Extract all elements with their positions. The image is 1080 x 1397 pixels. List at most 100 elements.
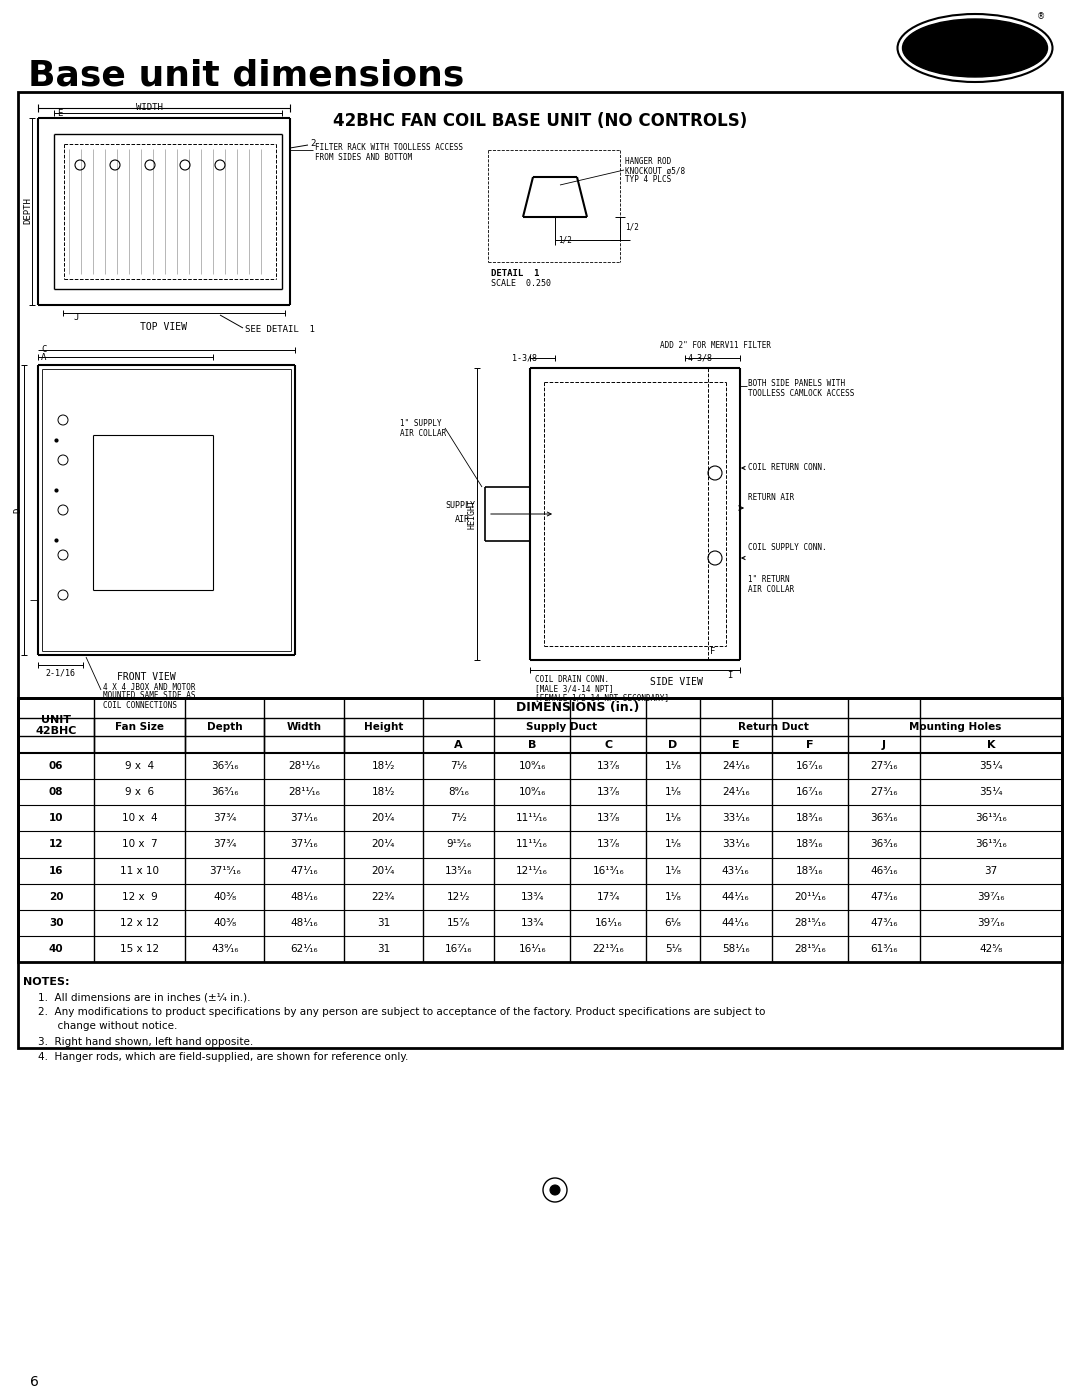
Text: 30: 30 (49, 918, 64, 928)
Text: 36³⁄₁₆: 36³⁄₁₆ (870, 813, 897, 823)
Text: 7¹⁄₂: 7¹⁄₂ (450, 813, 467, 823)
Text: 37¹⁄₁₆: 37¹⁄₁₆ (291, 813, 318, 823)
Text: 1/2: 1/2 (558, 236, 572, 244)
Text: 47³⁄₁₆: 47³⁄₁₆ (870, 918, 897, 928)
Text: 10 x  4: 10 x 4 (122, 813, 158, 823)
Text: 11 x 10: 11 x 10 (120, 866, 159, 876)
Text: 58¹⁄₁₆: 58¹⁄₁₆ (721, 944, 750, 954)
Text: 48¹⁄₁₆: 48¹⁄₁₆ (291, 891, 318, 901)
Text: 37¹⁄₁₆: 37¹⁄₁₆ (291, 840, 318, 849)
Text: SCALE  0.250: SCALE 0.250 (491, 279, 551, 289)
Text: 4-3/8: 4-3/8 (688, 353, 713, 362)
Text: 40: 40 (49, 944, 64, 954)
Text: SEE DETAIL  1: SEE DETAIL 1 (245, 326, 315, 334)
Text: MOUNTED SAME SIDE AS: MOUNTED SAME SIDE AS (103, 692, 195, 700)
Text: J: J (882, 739, 886, 750)
Text: 28¹⁵⁄₁₆: 28¹⁵⁄₁₆ (794, 918, 826, 928)
Text: 42⁵⁄₈: 42⁵⁄₈ (980, 944, 1002, 954)
Text: E: E (732, 739, 740, 750)
Text: 36³⁄₁₆: 36³⁄₁₆ (211, 761, 239, 771)
Text: 6¹⁄₈: 6¹⁄₈ (664, 918, 681, 928)
Text: 9 x  6: 9 x 6 (125, 787, 154, 798)
Text: 33¹⁄₁₆: 33¹⁄₁₆ (721, 840, 750, 849)
Text: C: C (41, 345, 46, 355)
Text: 13⁷⁄₈: 13⁷⁄₈ (597, 840, 620, 849)
Text: Height: Height (364, 722, 403, 732)
Text: 36¹³⁄₁₆: 36¹³⁄₁₆ (975, 840, 1007, 849)
Text: 36³⁄₁₆: 36³⁄₁₆ (870, 840, 897, 849)
Text: SUPPLY: SUPPLY (445, 502, 475, 510)
Text: AIR COLLAR: AIR COLLAR (400, 429, 446, 437)
Text: 16⁷⁄₁₆: 16⁷⁄₁₆ (445, 944, 472, 954)
Text: ADD 2" FOR MERV11 FILTER: ADD 2" FOR MERV11 FILTER (660, 341, 771, 351)
Text: 37³⁄₄: 37³⁄₄ (213, 840, 237, 849)
Text: 20¹¹⁄₁₆: 20¹¹⁄₁₆ (794, 891, 826, 901)
Text: 10 x  7: 10 x 7 (122, 840, 158, 849)
Text: COIL CONNECTIONS: COIL CONNECTIONS (103, 700, 177, 710)
Text: 31: 31 (377, 918, 390, 928)
Circle shape (543, 1178, 567, 1201)
Text: NOTES:: NOTES: (23, 977, 69, 988)
Text: 12 x  9: 12 x 9 (122, 891, 158, 901)
Text: 44¹⁄₁₆: 44¹⁄₁₆ (721, 918, 750, 928)
Text: 13³⁄₄: 13³⁄₄ (521, 891, 544, 901)
Text: TOP VIEW: TOP VIEW (140, 321, 188, 332)
Text: SIDE VIEW: SIDE VIEW (650, 678, 703, 687)
Text: UNIT
42BHC: UNIT 42BHC (36, 715, 77, 736)
Text: 22¹³⁄₁₆: 22¹³⁄₁₆ (593, 944, 624, 954)
Text: COIL SUPPLY CONN.: COIL SUPPLY CONN. (748, 543, 826, 552)
Text: 40³⁄₈: 40³⁄₈ (213, 891, 237, 901)
Text: 16¹⁄₁₆: 16¹⁄₁₆ (595, 918, 622, 928)
Text: 4 X 4 JBOX AND MOTOR: 4 X 4 JBOX AND MOTOR (103, 683, 195, 692)
Text: 28¹¹⁄₁₆: 28¹¹⁄₁₆ (288, 761, 320, 771)
Text: 48¹⁄₁₆: 48¹⁄₁₆ (291, 918, 318, 928)
Text: 18³⁄₁₆: 18³⁄₁₆ (796, 866, 824, 876)
Text: 16⁷⁄₁₆: 16⁷⁄₁₆ (796, 761, 824, 771)
Text: 1" SUPPLY: 1" SUPPLY (400, 419, 442, 427)
Text: 36¹³⁄₁₆: 36¹³⁄₁₆ (975, 813, 1007, 823)
Text: 37³⁄₄: 37³⁄₄ (213, 813, 237, 823)
Text: 8⁹⁄₁₆: 8⁹⁄₁₆ (448, 787, 469, 798)
Text: TYP 4 PLCS: TYP 4 PLCS (625, 176, 672, 184)
Text: E: E (57, 109, 63, 117)
Text: 36³⁄₁₆: 36³⁄₁₆ (211, 787, 239, 798)
Text: 12: 12 (49, 840, 64, 849)
Text: 16: 16 (49, 866, 64, 876)
Text: 20¹⁄₄: 20¹⁄₄ (372, 866, 395, 876)
Text: 10⁹⁄₁₆: 10⁹⁄₁₆ (518, 761, 545, 771)
Text: 2.  Any modifications to product specifications by any person are subject to acc: 2. Any modifications to product specific… (38, 1007, 766, 1017)
Text: 16¹⁄₁₆: 16¹⁄₁₆ (518, 944, 546, 954)
Text: 20: 20 (49, 891, 64, 901)
Text: K: K (987, 739, 996, 750)
Text: AIR COLLAR: AIR COLLAR (748, 584, 794, 594)
Text: COIL RETURN CONN.: COIL RETURN CONN. (748, 464, 826, 472)
Text: D: D (13, 507, 23, 513)
Text: 13⁷⁄₈: 13⁷⁄₈ (597, 761, 620, 771)
Text: FILTER RACK WITH TOOLLESS ACCESS: FILTER RACK WITH TOOLLESS ACCESS (315, 142, 463, 151)
Text: C: C (605, 739, 612, 750)
Text: ®: ® (1037, 13, 1045, 21)
Text: 12 x 12: 12 x 12 (120, 918, 159, 928)
Text: 20¹⁄₄: 20¹⁄₄ (372, 813, 395, 823)
Text: 44¹⁄₁₆: 44¹⁄₁₆ (721, 891, 750, 901)
Text: 62¹⁄₁₆: 62¹⁄₁₆ (291, 944, 318, 954)
Text: [FEMALE 1/2-14 NPT SECONDARY]: [FEMALE 1/2-14 NPT SECONDARY] (535, 693, 670, 703)
Text: 18¹⁄₂: 18¹⁄₂ (372, 761, 395, 771)
Text: 13⁵⁄₁₆: 13⁵⁄₁₆ (445, 866, 472, 876)
Text: 4.  Hanger rods, which are field-supplied, are shown for reference only.: 4. Hanger rods, which are field-supplied… (38, 1052, 408, 1062)
Text: J: J (73, 313, 79, 321)
Text: change without notice.: change without notice. (38, 1021, 177, 1031)
Text: HEIGHT: HEIGHT (468, 499, 476, 529)
Text: DETAIL  1: DETAIL 1 (491, 270, 539, 278)
Text: 5¹⁄₈: 5¹⁄₈ (664, 944, 681, 954)
Text: 13³⁄₄: 13³⁄₄ (521, 918, 544, 928)
Text: 2-1/16: 2-1/16 (45, 669, 75, 678)
Text: [MALE 3/4-14 NPT]: [MALE 3/4-14 NPT] (535, 685, 613, 693)
Text: Supply Duct: Supply Duct (526, 722, 597, 732)
Text: 1.  All dimensions are in inches (±¹⁄₄ in.).: 1. All dimensions are in inches (±¹⁄₄ in… (38, 992, 251, 1002)
Text: 13⁷⁄₈: 13⁷⁄₈ (597, 813, 620, 823)
Text: FRONT VIEW: FRONT VIEW (117, 672, 175, 682)
Text: 7¹⁄₈: 7¹⁄₈ (450, 761, 467, 771)
Text: 3.  Right hand shown, left hand opposite.: 3. Right hand shown, left hand opposite. (38, 1037, 253, 1046)
Text: Carrier: Carrier (929, 36, 1022, 61)
